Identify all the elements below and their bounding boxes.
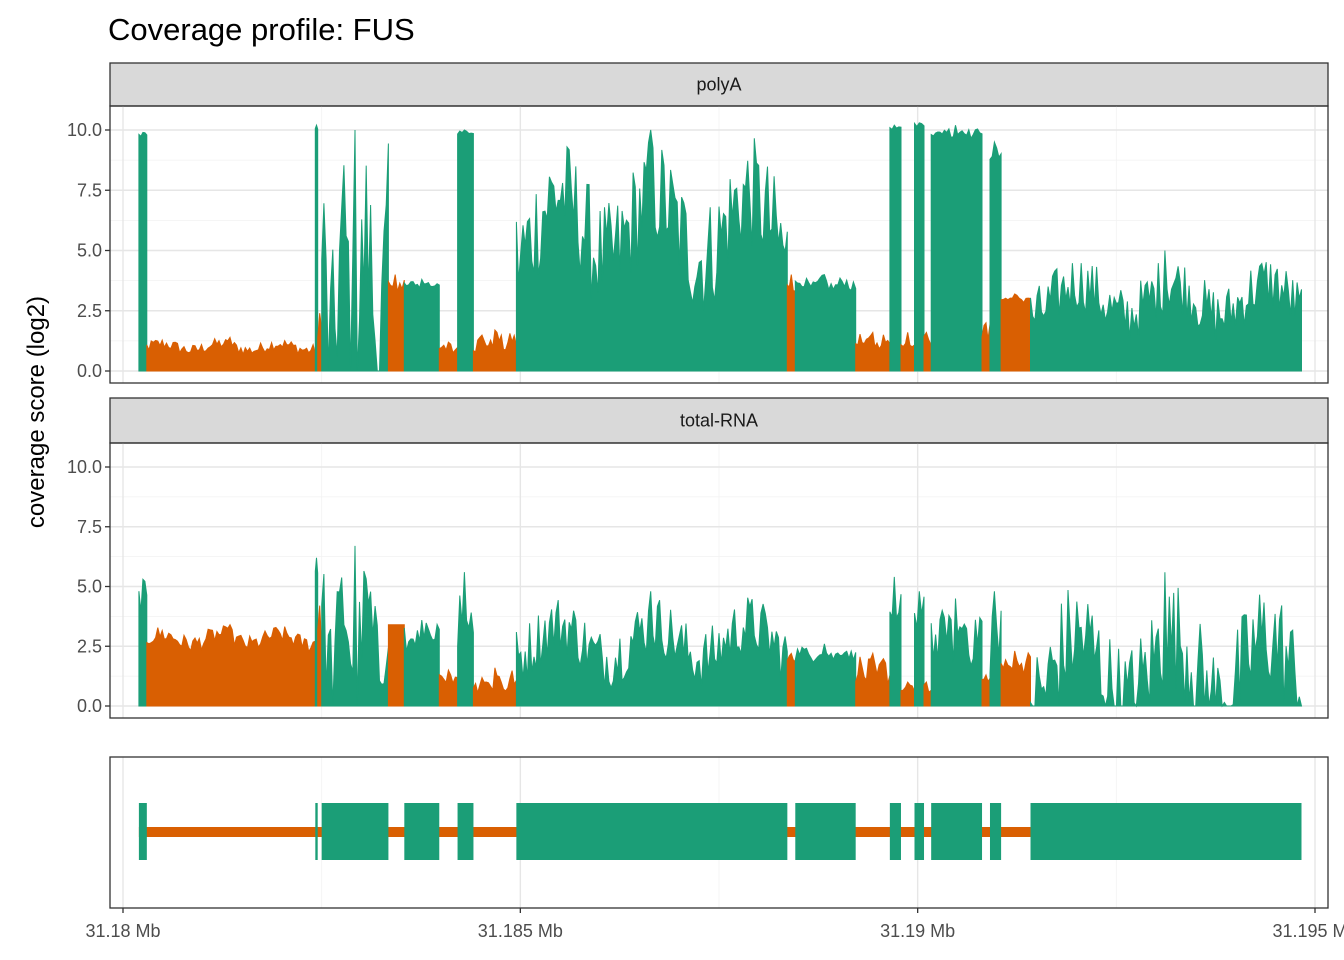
x-tick-label: 31.195 Mb	[1272, 921, 1344, 941]
intron-coverage-area	[900, 332, 915, 372]
exon-block	[889, 803, 901, 860]
intron-coverage-area	[472, 667, 517, 707]
intron-coverage-area	[855, 651, 891, 707]
intron-coverage-area	[900, 681, 915, 707]
chart-title: Coverage profile: FUS	[108, 12, 415, 47]
exon-coverage-area	[138, 578, 148, 707]
y-tick-label: 7.5	[77, 180, 102, 200]
exon-coverage-area	[794, 273, 857, 372]
exon-coverage-area	[457, 129, 474, 372]
y-tick-label: 0.0	[77, 696, 102, 716]
facet-panels: polyA 0.0 2.5 5.0 7.5 10.0 total-RNA 0.0 2.5 5.0 7…	[67, 62, 1329, 719]
intron-coverage-area	[786, 274, 796, 372]
intron-coverage-area	[438, 341, 459, 372]
exon-block	[321, 803, 389, 860]
y-tick-label: 5.0	[77, 241, 102, 261]
intron-coverage-area	[855, 331, 891, 372]
exon-block	[138, 803, 147, 860]
y-tick-label: 10.0	[67, 457, 102, 477]
intron-coverage-area	[981, 321, 991, 372]
facet-polyA: polyA 0.0 2.5 5.0 7.5 10.0	[67, 62, 1329, 384]
exon-coverage-area	[889, 576, 902, 707]
exon-block	[914, 803, 925, 860]
exon-block	[795, 803, 856, 860]
exon-coverage-area	[403, 278, 440, 372]
exon-block	[516, 803, 788, 860]
panel-border	[109, 105, 1329, 384]
facet-strip-label: polyA	[696, 75, 741, 95]
intron-coverage-area	[923, 681, 932, 707]
y-tick-label: 2.5	[77, 636, 102, 656]
x-tick-label: 31.18 Mb	[85, 921, 160, 941]
exon-coverage-area	[930, 598, 983, 707]
y-tick-label: 7.5	[77, 517, 102, 537]
facet-strip	[109, 397, 1329, 444]
x-tick-label: 31.185 Mb	[478, 921, 563, 941]
exon-coverage-area	[914, 591, 925, 707]
exon-block	[457, 803, 474, 860]
track-border	[109, 756, 1329, 909]
exon-coverage-area	[794, 643, 857, 707]
intron-coverage-area	[146, 623, 316, 707]
exon-block	[404, 803, 440, 860]
intron-coverage-area	[387, 274, 405, 372]
exon-coverage-area	[457, 572, 474, 707]
intron-coverage-area	[1000, 650, 1031, 707]
intron-coverage-area	[317, 605, 323, 707]
exon-coverage-area	[515, 591, 788, 707]
intron-coverage-area	[1000, 293, 1031, 372]
facet-total-RNA: total-RNA 0.0 2.5 5.0 7.5 10.0	[67, 397, 1329, 719]
intron-coverage-area	[438, 668, 459, 707]
exon-block	[989, 803, 1002, 860]
intron-coverage-area	[923, 331, 932, 372]
facet-strip-label: total-RNA	[680, 411, 758, 431]
intron-coverage-area	[981, 673, 991, 707]
exon-coverage-area	[138, 131, 148, 372]
panel-border	[109, 442, 1329, 719]
facet-strip	[109, 62, 1329, 107]
exon-coverage-area	[930, 125, 983, 372]
gene-model-track	[109, 756, 1329, 909]
exon-coverage-area	[914, 121, 925, 372]
y-axis-label: coverage score (log2)	[23, 296, 50, 528]
y-tick-label: 10.0	[67, 120, 102, 140]
intron-coverage-area	[472, 328, 517, 372]
exon-coverage-area	[1030, 572, 1303, 708]
intron-coverage-area	[786, 652, 796, 707]
x-tick-label: 31.19 Mb	[880, 921, 955, 941]
y-tick-label: 5.0	[77, 577, 102, 597]
intron-coverage-area	[317, 313, 323, 372]
y-tick-label: 0.0	[77, 361, 102, 381]
exon-block	[315, 803, 318, 860]
exon-coverage-area	[515, 129, 788, 372]
exon-coverage-area	[1030, 250, 1302, 372]
exon-coverage-area	[989, 140, 1002, 372]
intron-coverage-area	[387, 624, 405, 707]
exon-coverage-area	[321, 545, 389, 707]
exon-coverage-area	[403, 619, 440, 707]
y-tick-label: 2.5	[77, 301, 102, 321]
intron-coverage-area	[146, 336, 316, 372]
exon-coverage-area	[321, 129, 389, 372]
exon-block	[931, 803, 983, 860]
exon-coverage-area	[889, 124, 902, 372]
exon-block	[1030, 803, 1302, 860]
x-axis: 31.18 Mb 31.185 Mb 31.19 Mb 31.195 Mb	[85, 908, 1344, 941]
exon-coverage-area	[314, 123, 319, 372]
exon-coverage-area	[989, 591, 1002, 707]
